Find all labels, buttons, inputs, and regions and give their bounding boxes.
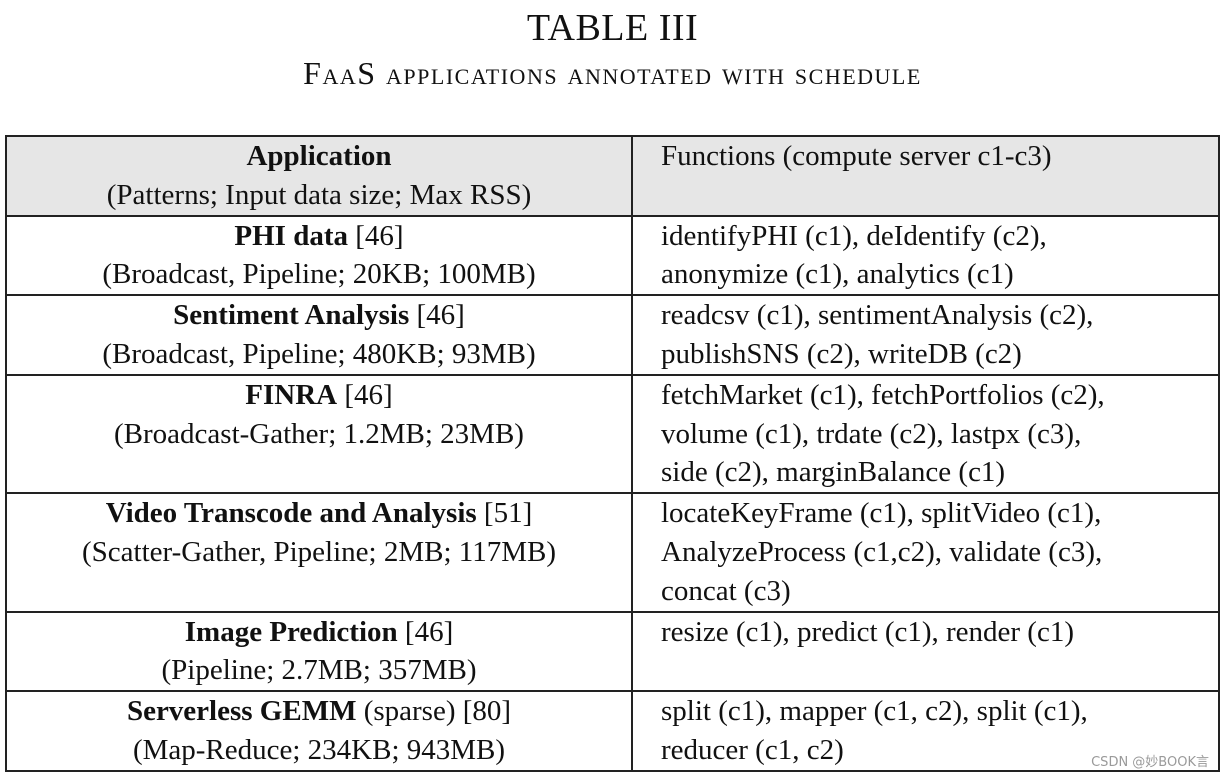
app-cell: PHI data [46] (Broadcast, Pipeline; 20KB… — [5, 214, 633, 297]
app-details: (Broadcast, Pipeline; 480KB; 93MB) — [102, 337, 536, 370]
table-row: FINRA [46] (Broadcast-Gather; 1.2MB; 23M… — [5, 373, 1220, 495]
app-name-line: PHI data [46] — [7, 217, 631, 256]
app-citation: (sparse) [80] — [356, 695, 512, 728]
app-name-line: Image Prediction [46] — [7, 613, 631, 652]
function-line: identifyPHI (c1), deIdentify (c2), — [661, 219, 1047, 252]
app-citation: [46] — [397, 615, 454, 648]
header-application-subtitle: (Patterns; Input data size; Max RSS) — [106, 178, 532, 211]
functions-cell: readcsv (c1), sentimentAnalysis (c2), pu… — [631, 294, 1220, 376]
app-citation: [46] — [348, 219, 404, 252]
header-application-title: Application — [246, 140, 392, 172]
table-title: FaaS applications annotated with schedul… — [303, 55, 922, 91]
function-line: concat (c3) — [661, 574, 791, 607]
function-line: readcsv (c1), sentimentAnalysis (c2), — [661, 299, 1094, 332]
app-name-line: Sentiment Analysis [46] — [7, 296, 631, 335]
function-line: fetchMarket (c1), fetchPortfolios (c2), — [661, 378, 1105, 411]
function-line: volume (c1), trdate (c2), lastpx (c3), — [661, 417, 1082, 450]
app-cell: Serverless GEMM (sparse) [80] (Map-Reduc… — [5, 690, 633, 772]
header-functions: Functions (compute server c1-c3) — [631, 135, 1220, 217]
table-header-row: Application (Patterns; Input data size; … — [5, 135, 1220, 217]
table-row: Video Transcode and Analysis [51] (Scatt… — [5, 492, 1220, 613]
app-cell: Sentiment Analysis [46] (Broadcast, Pipe… — [5, 294, 633, 376]
function-line: reducer (c1, c2) — [661, 733, 844, 766]
function-line: split (c1), mapper (c1, c2), split (c1), — [661, 695, 1088, 728]
function-line: anonymize (c1), analytics (c1) — [661, 258, 1014, 291]
app-name-line: Serverless GEMM (sparse) [80] — [7, 692, 631, 731]
app-name-line: FINRA [46] — [7, 376, 631, 415]
table-row: Sentiment Analysis [46] (Broadcast, Pipe… — [5, 294, 1220, 376]
function-line: AnalyzeProcess (c1,c2), validate (c3), — [661, 535, 1103, 568]
app-citation: [51] — [476, 497, 533, 530]
app-cell: Video Transcode and Analysis [51] (Scatt… — [5, 492, 633, 613]
app-details: (Scatter-Gather, Pipeline; 2MB; 117MB) — [82, 535, 556, 568]
app-name-line: Video Transcode and Analysis [51] — [7, 494, 631, 533]
app-name: Serverless GEMM — [126, 695, 357, 728]
app-name: PHI data — [234, 219, 348, 252]
app-name: FINRA — [245, 378, 338, 411]
faas-applications-table: Application (Patterns; Input data size; … — [5, 135, 1220, 772]
functions-cell: split (c1), mapper (c1, c2), split (c1),… — [631, 690, 1220, 772]
header-application: Application (Patterns; Input data size; … — [5, 135, 633, 217]
header-functions-label: Functions (compute server c1-c3) — [661, 140, 1052, 172]
app-details: (Pipeline; 2.7MB; 357MB) — [161, 654, 477, 687]
functions-cell: resize (c1), predict (c1), render (c1) — [631, 610, 1220, 693]
functions-cell: fetchMarket (c1), fetchPortfolios (c2), … — [631, 373, 1220, 495]
app-name: Sentiment Analysis — [173, 299, 410, 332]
table-number: TABLE III — [526, 7, 699, 49]
app-details: (Broadcast, Pipeline; 20KB; 100MB) — [102, 258, 536, 291]
app-details: (Broadcast-Gather; 1.2MB; 23MB) — [114, 417, 524, 450]
function-line: locateKeyFrame (c1), splitVideo (c1), — [661, 497, 1102, 530]
app-details: (Map-Reduce; 234KB; 943MB) — [132, 733, 506, 766]
app-cell: Image Prediction [46] (Pipeline; 2.7MB; … — [5, 610, 633, 693]
table-row: Image Prediction [46] (Pipeline; 2.7MB; … — [5, 610, 1220, 693]
table-row: PHI data [46] (Broadcast, Pipeline; 20KB… — [5, 214, 1220, 297]
app-citation: [46] — [409, 299, 465, 332]
app-cell: FINRA [46] (Broadcast-Gather; 1.2MB; 23M… — [5, 373, 633, 495]
functions-cell: locateKeyFrame (c1), splitVideo (c1), An… — [631, 492, 1220, 613]
function-line: publishSNS (c2), writeDB (c2) — [661, 337, 1022, 370]
watermark: CSDN @妙BOOK言 — [1091, 755, 1209, 770]
app-name: Video Transcode and Analysis — [105, 497, 477, 530]
function-line: resize (c1), predict (c1), render (c1) — [661, 615, 1074, 648]
table-row: Serverless GEMM (sparse) [80] (Map-Reduc… — [5, 690, 1220, 772]
function-line: side (c2), marginBalance (c1) — [661, 456, 1006, 489]
functions-cell: identifyPHI (c1), deIdentify (c2), anony… — [631, 214, 1220, 297]
app-citation: [46] — [337, 378, 393, 411]
app-name: Image Prediction — [184, 615, 398, 648]
